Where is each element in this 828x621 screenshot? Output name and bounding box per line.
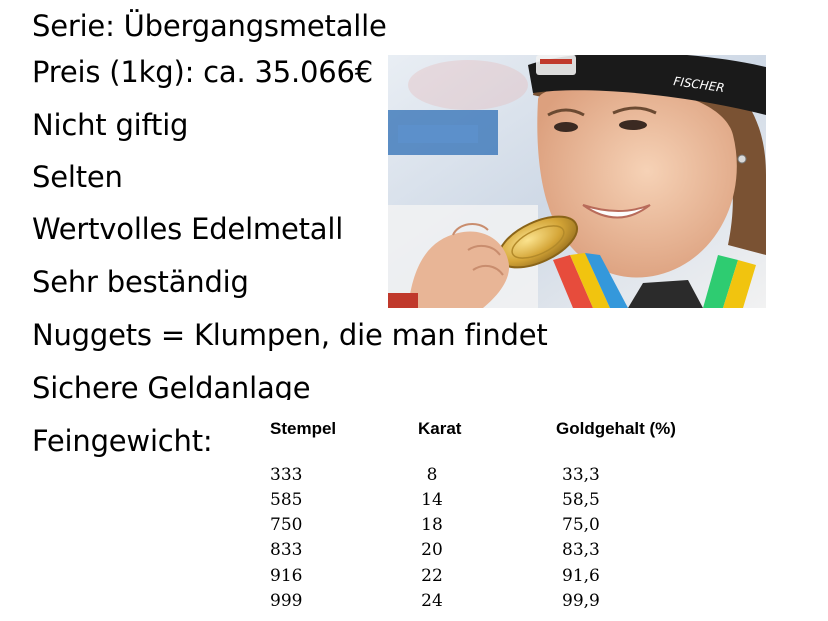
table-cell-stempel: 585 xyxy=(270,490,303,510)
fact-non-toxic: Nicht giftig xyxy=(32,108,189,142)
athlete-with-medal-illustration: FISCHER xyxy=(388,55,766,308)
fact-price: Preis (1kg): ca. 35.066€ xyxy=(32,55,374,89)
table-cell-goldgehalt: 91,6 xyxy=(562,566,600,586)
table-cell-stempel: 833 xyxy=(270,540,303,560)
table-row: 333 8 33,3 xyxy=(270,463,730,488)
table-cell-karat: 14 xyxy=(421,490,443,510)
table-row: 750 18 75,0 xyxy=(270,513,730,538)
table-cell-karat: 20 xyxy=(421,540,443,560)
table-cell-goldgehalt: 75,0 xyxy=(562,515,600,535)
fact-investment: Sichere Geldanlage xyxy=(32,373,311,400)
fact-precious-metal: Wertvolles Edelmetall xyxy=(32,212,344,246)
fact-fineness-label: Feingewicht: xyxy=(32,424,213,458)
fact-nuggets: Nuggets = Klumpen, die man findet xyxy=(32,318,548,352)
table-cell-goldgehalt: 58,5 xyxy=(562,490,600,510)
gold-medal-photo: FISCHER xyxy=(388,55,766,308)
table-cell-stempel: 999 xyxy=(270,591,303,611)
table-cell-karat: 22 xyxy=(421,566,443,586)
table-cell-goldgehalt: 99,9 xyxy=(562,591,600,611)
table-cell-karat: 24 xyxy=(421,591,443,611)
table-header-karat: Karat xyxy=(418,419,462,438)
table-cell-goldgehalt: 83,3 xyxy=(562,540,600,560)
fact-series: Serie: Übergangsmetalle xyxy=(32,9,387,43)
table-cell-stempel: 916 xyxy=(270,566,303,586)
table-cell-karat: 8 xyxy=(426,465,438,485)
table-cell-stempel: 750 xyxy=(270,515,303,535)
table-cell-karat: 18 xyxy=(421,515,443,535)
table-cell-goldgehalt: 33,3 xyxy=(562,465,600,485)
table-row: 585 14 58,5 xyxy=(270,488,730,513)
fact-rare: Selten xyxy=(32,160,123,194)
fact-durable: Sehr beständig xyxy=(32,265,249,299)
table-row: 833 20 83,3 xyxy=(270,538,730,563)
table-row: 999 24 99,9 xyxy=(270,589,730,614)
table-cell-stempel: 333 xyxy=(270,465,303,485)
table-row: 916 22 91,6 xyxy=(270,564,730,589)
table-header-stempel: Stempel xyxy=(270,419,337,438)
table-header-goldgehalt: Goldgehalt (%) xyxy=(556,419,676,438)
